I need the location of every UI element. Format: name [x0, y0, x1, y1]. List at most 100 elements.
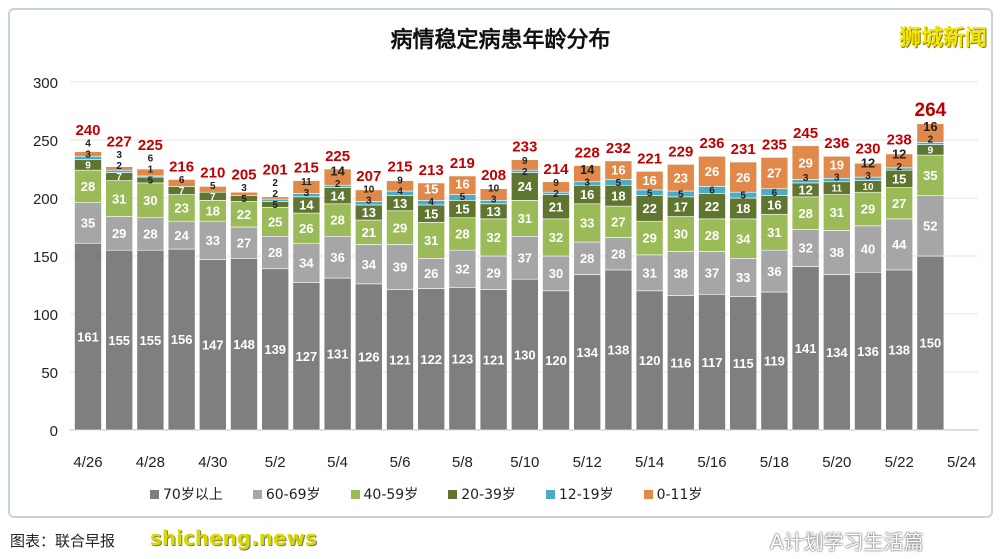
- data-label: 5: [210, 181, 216, 192]
- legend-label: 60-69岁: [265, 487, 321, 503]
- data-label: 3: [366, 196, 372, 207]
- bar-segment: [417, 258, 446, 289]
- bar-segment: [666, 216, 695, 252]
- x-tick-label: 5/22: [885, 454, 914, 471]
- y-tick-label: 300: [33, 75, 58, 92]
- data-label: 9: [85, 161, 91, 172]
- legend-swatch: [643, 490, 653, 499]
- total-label: 238: [887, 131, 912, 148]
- legend-item: 12-19岁: [545, 484, 614, 504]
- data-label: 161: [77, 329, 99, 344]
- data-label: 27: [237, 235, 251, 250]
- bar-segment: [604, 160, 633, 180]
- data-label: 28: [143, 227, 157, 242]
- data-label: 28: [455, 227, 469, 242]
- data-label: 10: [488, 183, 500, 194]
- legend-label: 20-39岁: [461, 487, 516, 503]
- data-label: 11: [832, 184, 843, 195]
- data-label: 5: [678, 190, 684, 201]
- data-label: 131: [327, 347, 349, 362]
- legend-label: 12-19岁: [558, 487, 614, 503]
- data-label: 29: [861, 202, 875, 217]
- x-tick-label: 4/30: [198, 454, 227, 471]
- data-label: 32: [455, 261, 469, 276]
- data-label: 36: [767, 264, 781, 279]
- data-label: 27: [611, 214, 625, 229]
- data-label: 3: [834, 173, 840, 184]
- data-label: 138: [888, 343, 910, 358]
- data-label: 10: [363, 185, 375, 196]
- x-tick-label: 5/16: [697, 454, 726, 471]
- bar-segment: [261, 206, 290, 237]
- data-label: 7: [179, 186, 185, 197]
- data-label: 2: [335, 179, 341, 190]
- data-label: 22: [642, 201, 656, 216]
- bar-segment: [74, 169, 102, 203]
- bar-segment: [791, 196, 820, 230]
- bar-segment: [417, 288, 446, 431]
- data-label: 2: [522, 167, 528, 178]
- data-label: 5: [272, 200, 278, 211]
- bar-segment: [729, 161, 758, 193]
- data-label: 28: [580, 251, 594, 266]
- y-tick-label: 200: [33, 191, 58, 208]
- bar-segment: [167, 179, 196, 187]
- legend: 70岁以上 60-69岁 40-59岁 20-39岁 12-19岁 0-11岁: [150, 484, 702, 504]
- data-label: 11: [301, 177, 312, 188]
- data-label: 30: [143, 193, 157, 208]
- bar-segment: [916, 154, 945, 196]
- data-label: 134: [576, 345, 598, 360]
- legend-item: 20-39岁: [448, 484, 516, 504]
- data-label: 32: [486, 230, 500, 245]
- bar-segment: [323, 277, 352, 431]
- total-label: 208: [481, 167, 506, 184]
- bar-segment: [510, 278, 539, 431]
- y-tick-label: 150: [33, 249, 58, 266]
- y-tick-label: 250: [33, 133, 58, 150]
- data-label: 136: [857, 344, 879, 359]
- data-label: 29: [486, 266, 500, 281]
- x-tick-label: 5/2: [265, 454, 286, 471]
- bar-segment: [791, 266, 820, 431]
- bar-segment: [105, 166, 133, 171]
- bar-segment: [729, 296, 758, 431]
- data-label: 22: [705, 199, 719, 214]
- bar-segment: [698, 155, 726, 187]
- bar-segment: [822, 155, 851, 179]
- bar-segment: [261, 196, 290, 200]
- bar-segment: [386, 210, 414, 245]
- data-label: 122: [420, 352, 442, 367]
- data-label: 147: [202, 337, 224, 352]
- total-label: 245: [793, 125, 818, 142]
- bar-segment: [417, 222, 446, 259]
- bar-segment: [136, 182, 165, 219]
- data-label: 6: [148, 154, 154, 165]
- total-label: 231: [731, 141, 756, 158]
- total-label: 227: [107, 134, 132, 151]
- bar-segment: [417, 182, 446, 201]
- data-label: 3: [803, 173, 809, 184]
- data-label: 2: [116, 161, 122, 172]
- data-label: 32: [549, 230, 563, 245]
- data-label: 14: [330, 163, 345, 178]
- data-label: 33: [736, 270, 750, 285]
- data-label: 2: [896, 162, 902, 173]
- data-label: 18: [736, 201, 750, 216]
- data-label: 23: [174, 201, 188, 216]
- total-label: 236: [824, 135, 849, 152]
- bar-segment: [510, 235, 539, 280]
- data-label: 29: [112, 226, 126, 241]
- data-label: 13: [393, 196, 407, 211]
- total-label: 216: [169, 158, 194, 175]
- chart-frame: [8, 8, 993, 518]
- data-label: 31: [767, 225, 781, 240]
- bar-segment: [604, 205, 633, 238]
- bar-segment: [916, 255, 945, 431]
- bar-segment: [136, 217, 165, 251]
- data-label: 5: [460, 192, 466, 203]
- data-label: 5: [148, 176, 154, 187]
- bar-segment: [542, 181, 570, 193]
- bar-segment: [885, 153, 914, 169]
- data-label: 5: [241, 194, 247, 205]
- data-label: 3: [584, 178, 590, 189]
